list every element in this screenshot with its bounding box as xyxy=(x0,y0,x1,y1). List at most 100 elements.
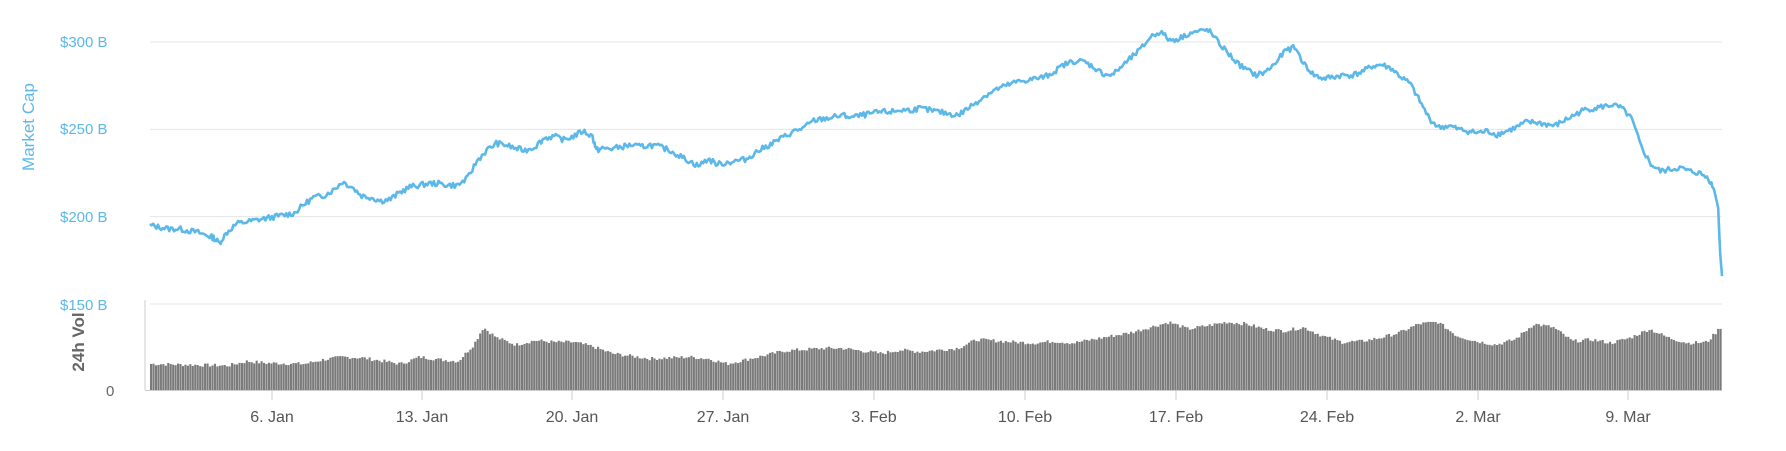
volume-bar xyxy=(744,358,747,390)
volume-bar xyxy=(562,342,565,390)
volume-bar xyxy=(1451,333,1454,390)
volume-bar xyxy=(1243,322,1246,390)
volume-bar xyxy=(1574,339,1577,390)
volume-bar xyxy=(692,357,695,390)
volume-bar xyxy=(1405,330,1408,390)
volume-bar xyxy=(1130,331,1133,390)
volume-bar xyxy=(1063,343,1066,390)
volume-bar xyxy=(695,359,698,390)
volume-bar xyxy=(1331,339,1334,390)
volume-bar xyxy=(896,352,899,390)
volume-bar xyxy=(702,359,705,390)
grid-lines xyxy=(150,41,1722,305)
volume-bar xyxy=(1370,340,1373,390)
volume-bar xyxy=(1540,326,1543,390)
volume-bar xyxy=(604,351,607,390)
volume-bar xyxy=(159,364,162,390)
y-tick-300: $300 B xyxy=(60,34,108,51)
volume-bar xyxy=(1648,330,1651,390)
volume-bar xyxy=(1351,340,1354,390)
volume-bar xyxy=(1053,342,1057,390)
volume-bar xyxy=(226,366,229,390)
volume-bar xyxy=(407,362,411,390)
volume-bar xyxy=(791,349,794,390)
volume-bar xyxy=(1235,322,1238,390)
volume-bar xyxy=(926,351,929,390)
volume-bar xyxy=(1159,324,1162,390)
volume-bar xyxy=(754,358,757,390)
volume-bar xyxy=(631,355,634,390)
volume-bar xyxy=(493,336,496,390)
volume-bar xyxy=(874,351,877,390)
volume-bar xyxy=(1112,337,1115,390)
volume-bar xyxy=(346,356,349,390)
volume-bar xyxy=(1444,328,1447,390)
x-tick-20-jan: 20. Jan xyxy=(546,409,598,426)
volume-bar xyxy=(1208,324,1211,390)
volume-bar xyxy=(1358,339,1361,390)
volume-bar xyxy=(488,334,492,390)
volume-bar xyxy=(1095,339,1098,390)
volume-bar xyxy=(326,359,329,390)
volume-bar xyxy=(430,359,433,390)
volume-bar xyxy=(1505,340,1508,390)
volume-bar xyxy=(638,358,641,390)
volume-bar xyxy=(1090,338,1093,390)
volume-bar xyxy=(321,358,325,390)
volume-bar xyxy=(913,352,916,390)
volume-bar xyxy=(1301,327,1305,390)
volume-bar xyxy=(1142,329,1145,390)
volume-bar xyxy=(1348,341,1351,390)
volume-bar xyxy=(1282,332,1285,390)
volume-bar xyxy=(1636,335,1639,390)
volume-bar xyxy=(857,350,860,390)
volume-bar xyxy=(685,357,688,390)
volume-bar xyxy=(292,363,295,390)
volume-bar xyxy=(1127,334,1130,390)
volume-bar xyxy=(1115,335,1118,390)
volume-bar xyxy=(1383,337,1386,390)
volume-bar xyxy=(1643,330,1646,390)
volume-bar xyxy=(597,346,600,390)
volume-bar xyxy=(1626,338,1629,390)
volume-bar xyxy=(1270,330,1273,390)
volume-bar xyxy=(1557,330,1560,390)
volume-bar xyxy=(1329,336,1332,390)
volume-bar xyxy=(506,341,509,390)
volume-bar xyxy=(312,362,315,390)
volume-bar xyxy=(975,341,978,390)
volume-bar xyxy=(955,347,958,390)
volume-bar xyxy=(746,360,749,390)
volume-bar xyxy=(1611,343,1614,390)
volume-bar xyxy=(479,333,482,390)
volume-bar xyxy=(319,361,322,390)
volume-bar xyxy=(258,363,261,390)
volume-bar xyxy=(373,360,376,390)
volume-bar xyxy=(577,342,580,390)
volume-bar xyxy=(297,362,300,390)
volume-bar xyxy=(626,355,629,390)
volume-bar xyxy=(1314,334,1317,390)
volume-bar xyxy=(611,353,614,390)
volume-bar xyxy=(550,340,553,390)
volume-bar xyxy=(1076,341,1079,390)
volume-bar xyxy=(1653,332,1656,390)
volume-bar xyxy=(1161,324,1165,390)
volume-bar xyxy=(945,350,948,390)
volume-bar xyxy=(1513,339,1516,390)
volume-bar xyxy=(798,350,801,390)
volume-bar xyxy=(719,362,722,390)
volume-bar xyxy=(1048,343,1052,390)
volume-bar xyxy=(302,364,305,390)
volume-bar xyxy=(1407,329,1410,390)
volume-bar xyxy=(1125,332,1128,390)
volume-bar xyxy=(739,362,742,390)
volume-bar xyxy=(1152,325,1155,390)
volume-bar xyxy=(1083,339,1086,390)
volume-bar xyxy=(1009,342,1012,390)
volume-bar xyxy=(525,342,528,390)
volume-bar xyxy=(1144,329,1147,390)
volume-bar xyxy=(518,345,521,390)
